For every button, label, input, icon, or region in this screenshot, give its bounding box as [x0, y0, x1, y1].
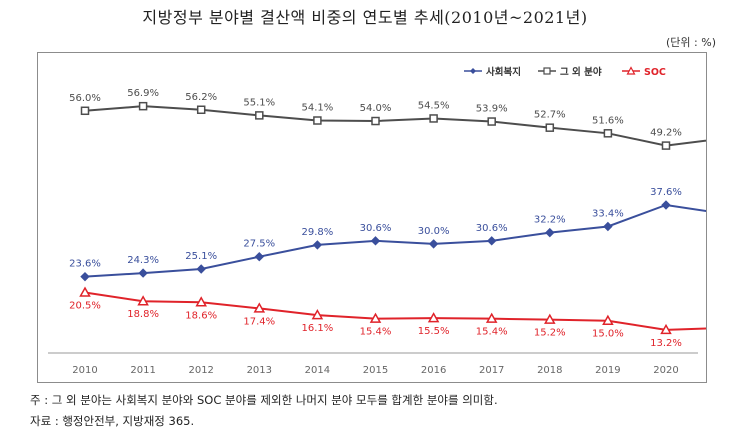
x-tick-label: 2014 — [305, 365, 330, 376]
x-tick-label: 2010 — [72, 365, 97, 376]
legend-label-soc: SOC — [644, 67, 666, 78]
data-label-welfare: 30.6% — [476, 223, 508, 234]
data-point-other — [80, 106, 90, 116]
data-label-other: 54.0% — [360, 103, 392, 114]
data-label-other: 54.1% — [302, 103, 334, 114]
data-point-welfare — [138, 268, 148, 278]
x-tick-label: 2019 — [595, 365, 620, 376]
data-label-welfare: 27.5% — [243, 239, 275, 250]
series-line-other — [84, 105, 706, 147]
data-point-soc — [602, 314, 614, 325]
unit-label: (단위 : %) — [666, 36, 716, 49]
chart-frame: 2010 2011 2012 2013 2014 2015 2016 2017 2018 2019… — [37, 52, 707, 383]
data-point-soc — [427, 312, 440, 323]
data-label-other: 52.7% — [534, 110, 566, 121]
data-point-other — [313, 116, 322, 125]
data-point-other — [661, 141, 671, 150]
data-label-welfare: 24.3% — [127, 255, 159, 266]
data-point-welfare — [428, 239, 439, 249]
data-point-welfare — [312, 240, 323, 250]
chart-title: 지방정부 분야별 결산액 비중의 연도별 추세(2010년~2021년) — [142, 8, 588, 27]
line-chart: 2010 2011 2012 2013 2014 2015 2016 2017 2018 2019… — [48, 66, 706, 376]
data-point-other — [255, 111, 264, 120]
legend-marker-other — [543, 67, 551, 75]
x-tick-label: 2015 — [363, 365, 388, 376]
x-tick-label: 2016 — [421, 365, 446, 376]
data-label-other: 56.0% — [69, 93, 101, 104]
data-label-soc: 15.4% — [360, 327, 392, 338]
data-point-welfare — [370, 236, 381, 246]
x-tick-label: 2017 — [479, 365, 504, 376]
series-line-soc — [84, 291, 706, 331]
data-point-welfare — [603, 221, 613, 232]
data-label-welfare: 32.2% — [534, 215, 566, 226]
data-point-soc — [253, 302, 266, 313]
data-point-welfare — [661, 200, 671, 210]
data-label-welfare: 23.6% — [69, 259, 101, 270]
data-point-welfare — [545, 227, 555, 238]
data-point-soc — [485, 312, 498, 323]
data-label-soc: 15.2% — [534, 328, 566, 339]
data-label-other: 53.9% — [476, 104, 508, 115]
data-label-soc: 17.4% — [243, 316, 275, 327]
data-point-soc — [79, 286, 91, 297]
data-label-soc: 15.4% — [476, 327, 508, 338]
data-point-other — [196, 105, 206, 115]
data-label-welfare: 30.0% — [418, 226, 450, 237]
legend-label-other: 그 외 분야 — [560, 66, 602, 78]
data-point-welfare — [196, 264, 206, 274]
data-label-soc: 20.5% — [69, 301, 101, 312]
data-point-other — [138, 101, 148, 111]
data-point-other — [487, 117, 496, 126]
x-tick-label: 2011 — [130, 365, 155, 376]
data-label-welfare: 25.1% — [185, 251, 217, 262]
data-label-other: 56.9% — [127, 88, 159, 99]
x-tick-label: 2012 — [188, 365, 213, 376]
data-point-welfare — [80, 271, 90, 282]
source-note: 자료 : 행정안전부, 지방재정 365. — [30, 414, 195, 428]
legend-marker-welfare — [470, 68, 476, 74]
data-label-soc: 18.8% — [127, 309, 159, 320]
data-label-welfare: 29.8% — [302, 227, 334, 238]
data-label-other: 56.2% — [185, 92, 217, 103]
x-tick-label: 2020 — [653, 365, 678, 376]
data-point-other — [371, 116, 380, 126]
data-point-welfare — [486, 236, 497, 246]
data-point-other — [429, 114, 438, 123]
data-point-soc — [369, 312, 382, 323]
data-point-welfare — [254, 251, 265, 262]
data-point-other — [545, 123, 555, 132]
data-point-other — [603, 129, 613, 138]
data-label-other: 54.5% — [418, 100, 450, 111]
data-point-soc — [195, 296, 207, 307]
data-point-soc — [311, 309, 324, 320]
data-label-soc: 15.5% — [418, 326, 450, 337]
data-label-soc: 13.2% — [650, 338, 682, 349]
data-label-welfare: 37.6% — [650, 187, 682, 198]
x-tick-label: 2018 — [537, 365, 562, 376]
series-line-welfare — [84, 203, 706, 278]
data-point-soc — [660, 323, 672, 335]
legend-label-welfare: 사회복지 — [486, 66, 521, 78]
footnote: 주 : 그 외 분야는 사회복지 분야와 SOC 분야를 제외한 나머지 분야 … — [30, 393, 498, 407]
data-label-soc: 18.6% — [185, 310, 217, 321]
data-label-welfare: 33.4% — [592, 208, 624, 219]
data-point-soc — [137, 295, 149, 306]
data-label-other: 49.2% — [650, 128, 682, 139]
data-label-other: 51.6% — [592, 115, 624, 126]
data-point-soc — [544, 313, 556, 324]
data-label-soc: 16.1% — [302, 323, 334, 334]
x-tick-label: 2013 — [247, 365, 272, 376]
data-label-welfare: 30.6% — [360, 223, 392, 234]
data-label-soc: 15.0% — [592, 329, 624, 340]
data-label-other: 55.1% — [243, 97, 275, 108]
legend-marker-soc — [626, 66, 636, 75]
